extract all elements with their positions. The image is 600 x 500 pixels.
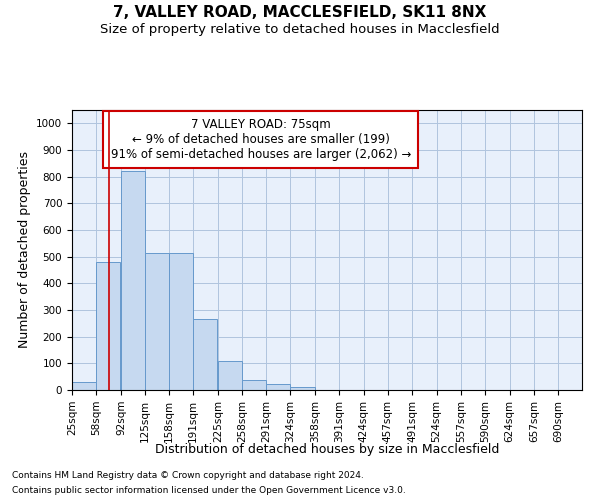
- Text: Size of property relative to detached houses in Macclesfield: Size of property relative to detached ho…: [100, 22, 500, 36]
- Bar: [169, 252, 193, 390]
- Bar: [218, 360, 242, 390]
- Bar: [266, 384, 290, 390]
- Text: 7 VALLEY ROAD: 75sqm
← 9% of detached houses are smaller (199)
91% of semi-detac: 7 VALLEY ROAD: 75sqm ← 9% of detached ho…: [110, 118, 411, 162]
- Bar: [72, 382, 96, 390]
- Text: Contains public sector information licensed under the Open Government Licence v3: Contains public sector information licen…: [12, 486, 406, 495]
- Bar: [145, 252, 169, 390]
- Y-axis label: Number of detached properties: Number of detached properties: [17, 152, 31, 348]
- Text: Distribution of detached houses by size in Macclesfield: Distribution of detached houses by size …: [155, 442, 499, 456]
- Bar: [242, 380, 266, 390]
- Bar: [193, 320, 217, 390]
- Bar: [121, 172, 145, 390]
- Text: 7, VALLEY ROAD, MACCLESFIELD, SK11 8NX: 7, VALLEY ROAD, MACCLESFIELD, SK11 8NX: [113, 5, 487, 20]
- Bar: [96, 262, 120, 390]
- Text: Contains HM Land Registry data © Crown copyright and database right 2024.: Contains HM Land Registry data © Crown c…: [12, 471, 364, 480]
- Bar: [290, 388, 314, 390]
